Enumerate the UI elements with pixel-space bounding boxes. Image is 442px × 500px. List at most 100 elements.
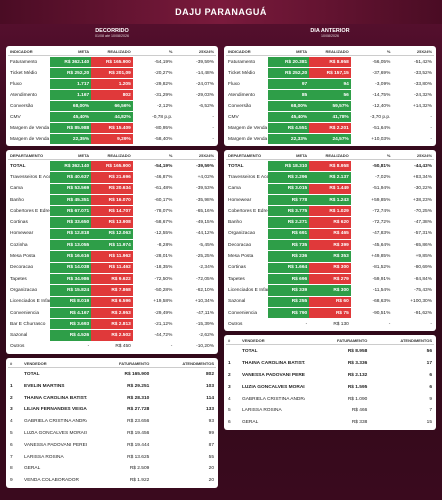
- table-cell: -14,75%: [372, 92, 391, 98]
- table-cell: [8, 369, 22, 380]
- table-cell: -81,52%: [372, 265, 391, 271]
- table-cell: TOTAL: [228, 163, 244, 169]
- table-cell: 114: [206, 395, 214, 401]
- table-cell: -12,40%: [372, 103, 391, 109]
- table-cell: -29,82%: [154, 81, 173, 87]
- table-cell: -57,31%: [414, 231, 432, 237]
- table-cell: THAINA CAROLINA BATISTA: [242, 361, 305, 367]
- table-cell: -49,15%: [196, 220, 214, 226]
- table-cell: Conversão: [228, 103, 252, 109]
- table-row: 4 GABRIELA CRISTINA ANDRADE ARAUJO R$ 23.6…: [8, 416, 216, 427]
- table-cell: -28,01%: [154, 254, 173, 260]
- table-cell: -31,29%: [154, 92, 173, 98]
- table-cell: R$ 11.462: [91, 262, 133, 273]
- panel: DECORRIDO 01/08 até 10/08/2026 INDICADOR ME…: [6, 24, 218, 492]
- table-cell: -0,78 p.p.: [152, 114, 173, 120]
- table-cell: -39,53%: [196, 186, 214, 192]
- panel: DIA ANTERIOR 10/08/2026 INDICADOR META REALI…: [224, 24, 436, 492]
- table-row: Outros - R$ 130 - -: [226, 319, 434, 329]
- table-cell: -72,50%: [154, 276, 173, 282]
- table-cell: -39,59%: [196, 163, 214, 169]
- table-cell: R$ 8.958: [347, 349, 368, 355]
- table-cell: R$ 201,09: [91, 68, 133, 78]
- table-cell: 85: [267, 90, 310, 100]
- table-cell: R$ 7.868: [91, 285, 133, 296]
- table-cell: Conveniencia: [10, 310, 40, 316]
- table-cell: 93: [208, 419, 214, 425]
- table-cell: +38,23%: [412, 197, 432, 203]
- table-cell: Ticket Médio: [228, 70, 256, 76]
- table-cell: R$ 778: [267, 194, 310, 206]
- table-cell: R$ 2.813: [91, 319, 133, 330]
- table-cell: -12,55%: [154, 231, 173, 237]
- table-cell: Ticket Médio: [10, 70, 38, 76]
- table-cell: Bar E Churrasco: [10, 321, 46, 327]
- table-cell: R$ 20.381: [267, 57, 310, 67]
- table-row: 5 LUZIA GONCALVES MORAIS R$ 19.456 99: [8, 428, 216, 439]
- table-cell: 94: [309, 79, 351, 89]
- table-row: Banho R$ 45.351 R$ 16.070 -60,17% -35,98%: [8, 194, 216, 206]
- panel-subtitle: 01/08 até 10/08/2026: [95, 34, 129, 38]
- table-cell: -44,12%: [196, 231, 214, 237]
- table-row: Organizacao R$ 691 R$ 465 -47,83% -57,31%: [226, 228, 434, 240]
- column-header: ATENDIMENTOS: [151, 360, 216, 369]
- table-row: 9 VENDA COLABORADOR R$ 1.922 20: [8, 475, 216, 486]
- table-cell: 9,29%: [91, 134, 133, 144]
- table-cell: R$ 15.409: [91, 123, 133, 133]
- table-cell: 7: [429, 408, 432, 414]
- table-cell: -21,12%: [154, 321, 173, 327]
- table-cell: +83,34%: [412, 174, 432, 180]
- header-row: INDICADOR META REALIZADO% 25X24%: [8, 48, 216, 56]
- column-header: META: [267, 48, 310, 56]
- table-cell: R$ 362.140: [49, 57, 92, 67]
- table-cell: 56: [309, 90, 351, 100]
- table-cell: Margem de Venda R$: [228, 125, 268, 131]
- table-cell: R$ 2.271: [267, 217, 310, 228]
- table-cell: -14,48%: [196, 70, 214, 76]
- table-cell: Cobertores E Edredons: [10, 208, 50, 214]
- table-cell: Atendimento: [10, 92, 37, 98]
- table-row: 4 GABRIELA CRISTINA ANDRADE ARAUJO R$ 1.09…: [226, 394, 434, 405]
- column-header: META: [49, 48, 92, 56]
- table-cell: +100,30%: [410, 299, 432, 305]
- table-cell: LUZIA GONCALVES MORAIS: [24, 430, 87, 436]
- table-row: Ticket Médio R$ 252,20 R$ 157,15 -37,69% -33…: [226, 68, 434, 78]
- table-cell: 20: [208, 478, 214, 484]
- table-cell: R$ 790: [267, 307, 310, 319]
- column-header: DEPARTAMENTO: [8, 152, 50, 160]
- table-row: Fluxo 1.717 1.205 -29,82% -24,07%: [8, 79, 216, 89]
- table-cell: +9,85%: [415, 254, 432, 260]
- table-cell: -72,05%: [196, 276, 214, 282]
- table-cell: Fluxo: [228, 81, 240, 87]
- table-cell: 41,78%: [309, 112, 351, 122]
- table-cell: +19,58%: [153, 299, 173, 305]
- table-cell: R$ 60: [309, 296, 351, 307]
- table-cell: -51,94%: [372, 186, 391, 192]
- column-header: 25X24%: [392, 152, 434, 160]
- table-cell: R$ 2.201: [309, 123, 351, 133]
- table-cell: Organizacao: [10, 287, 38, 293]
- table-cell: -47,38%: [414, 220, 432, 226]
- table-cell: R$ 2.509: [129, 466, 150, 472]
- table-cell: Margem de Venda %: [228, 136, 268, 142]
- table-cell: +10,03%: [371, 136, 391, 142]
- table-cell: +10,34%: [194, 299, 214, 305]
- table-cell: R$ 2.502: [91, 330, 133, 341]
- table-cell: R$ 4.526: [49, 330, 92, 341]
- table-cell: Tapetes: [228, 276, 245, 282]
- table-row: Faturamento R$ 362.140 R$ 165.900 -54,19% -3…: [8, 57, 216, 67]
- table-cell: R$ 14.038: [49, 262, 92, 273]
- table-cell: Organizacao: [228, 231, 256, 237]
- table-cell: -80,69%: [414, 265, 432, 271]
- header-row: DEPARTAMENTO META REALIZADO% 25X24%: [8, 152, 216, 160]
- panel-title: DECORRIDO: [95, 28, 129, 34]
- table-cell: -56,05%: [372, 59, 391, 65]
- table-cell: R$ 9.622: [91, 273, 133, 285]
- column-header: ATENDIMENTOS: [369, 337, 434, 346]
- panel-subtitle: 10/08/2026: [321, 34, 339, 38]
- table-cell: R$ 1.029: [309, 206, 351, 217]
- table-cell: -70,25%: [414, 208, 432, 214]
- table-row: Margem de Venda %22,33%24,57% +10,03% -: [226, 134, 434, 144]
